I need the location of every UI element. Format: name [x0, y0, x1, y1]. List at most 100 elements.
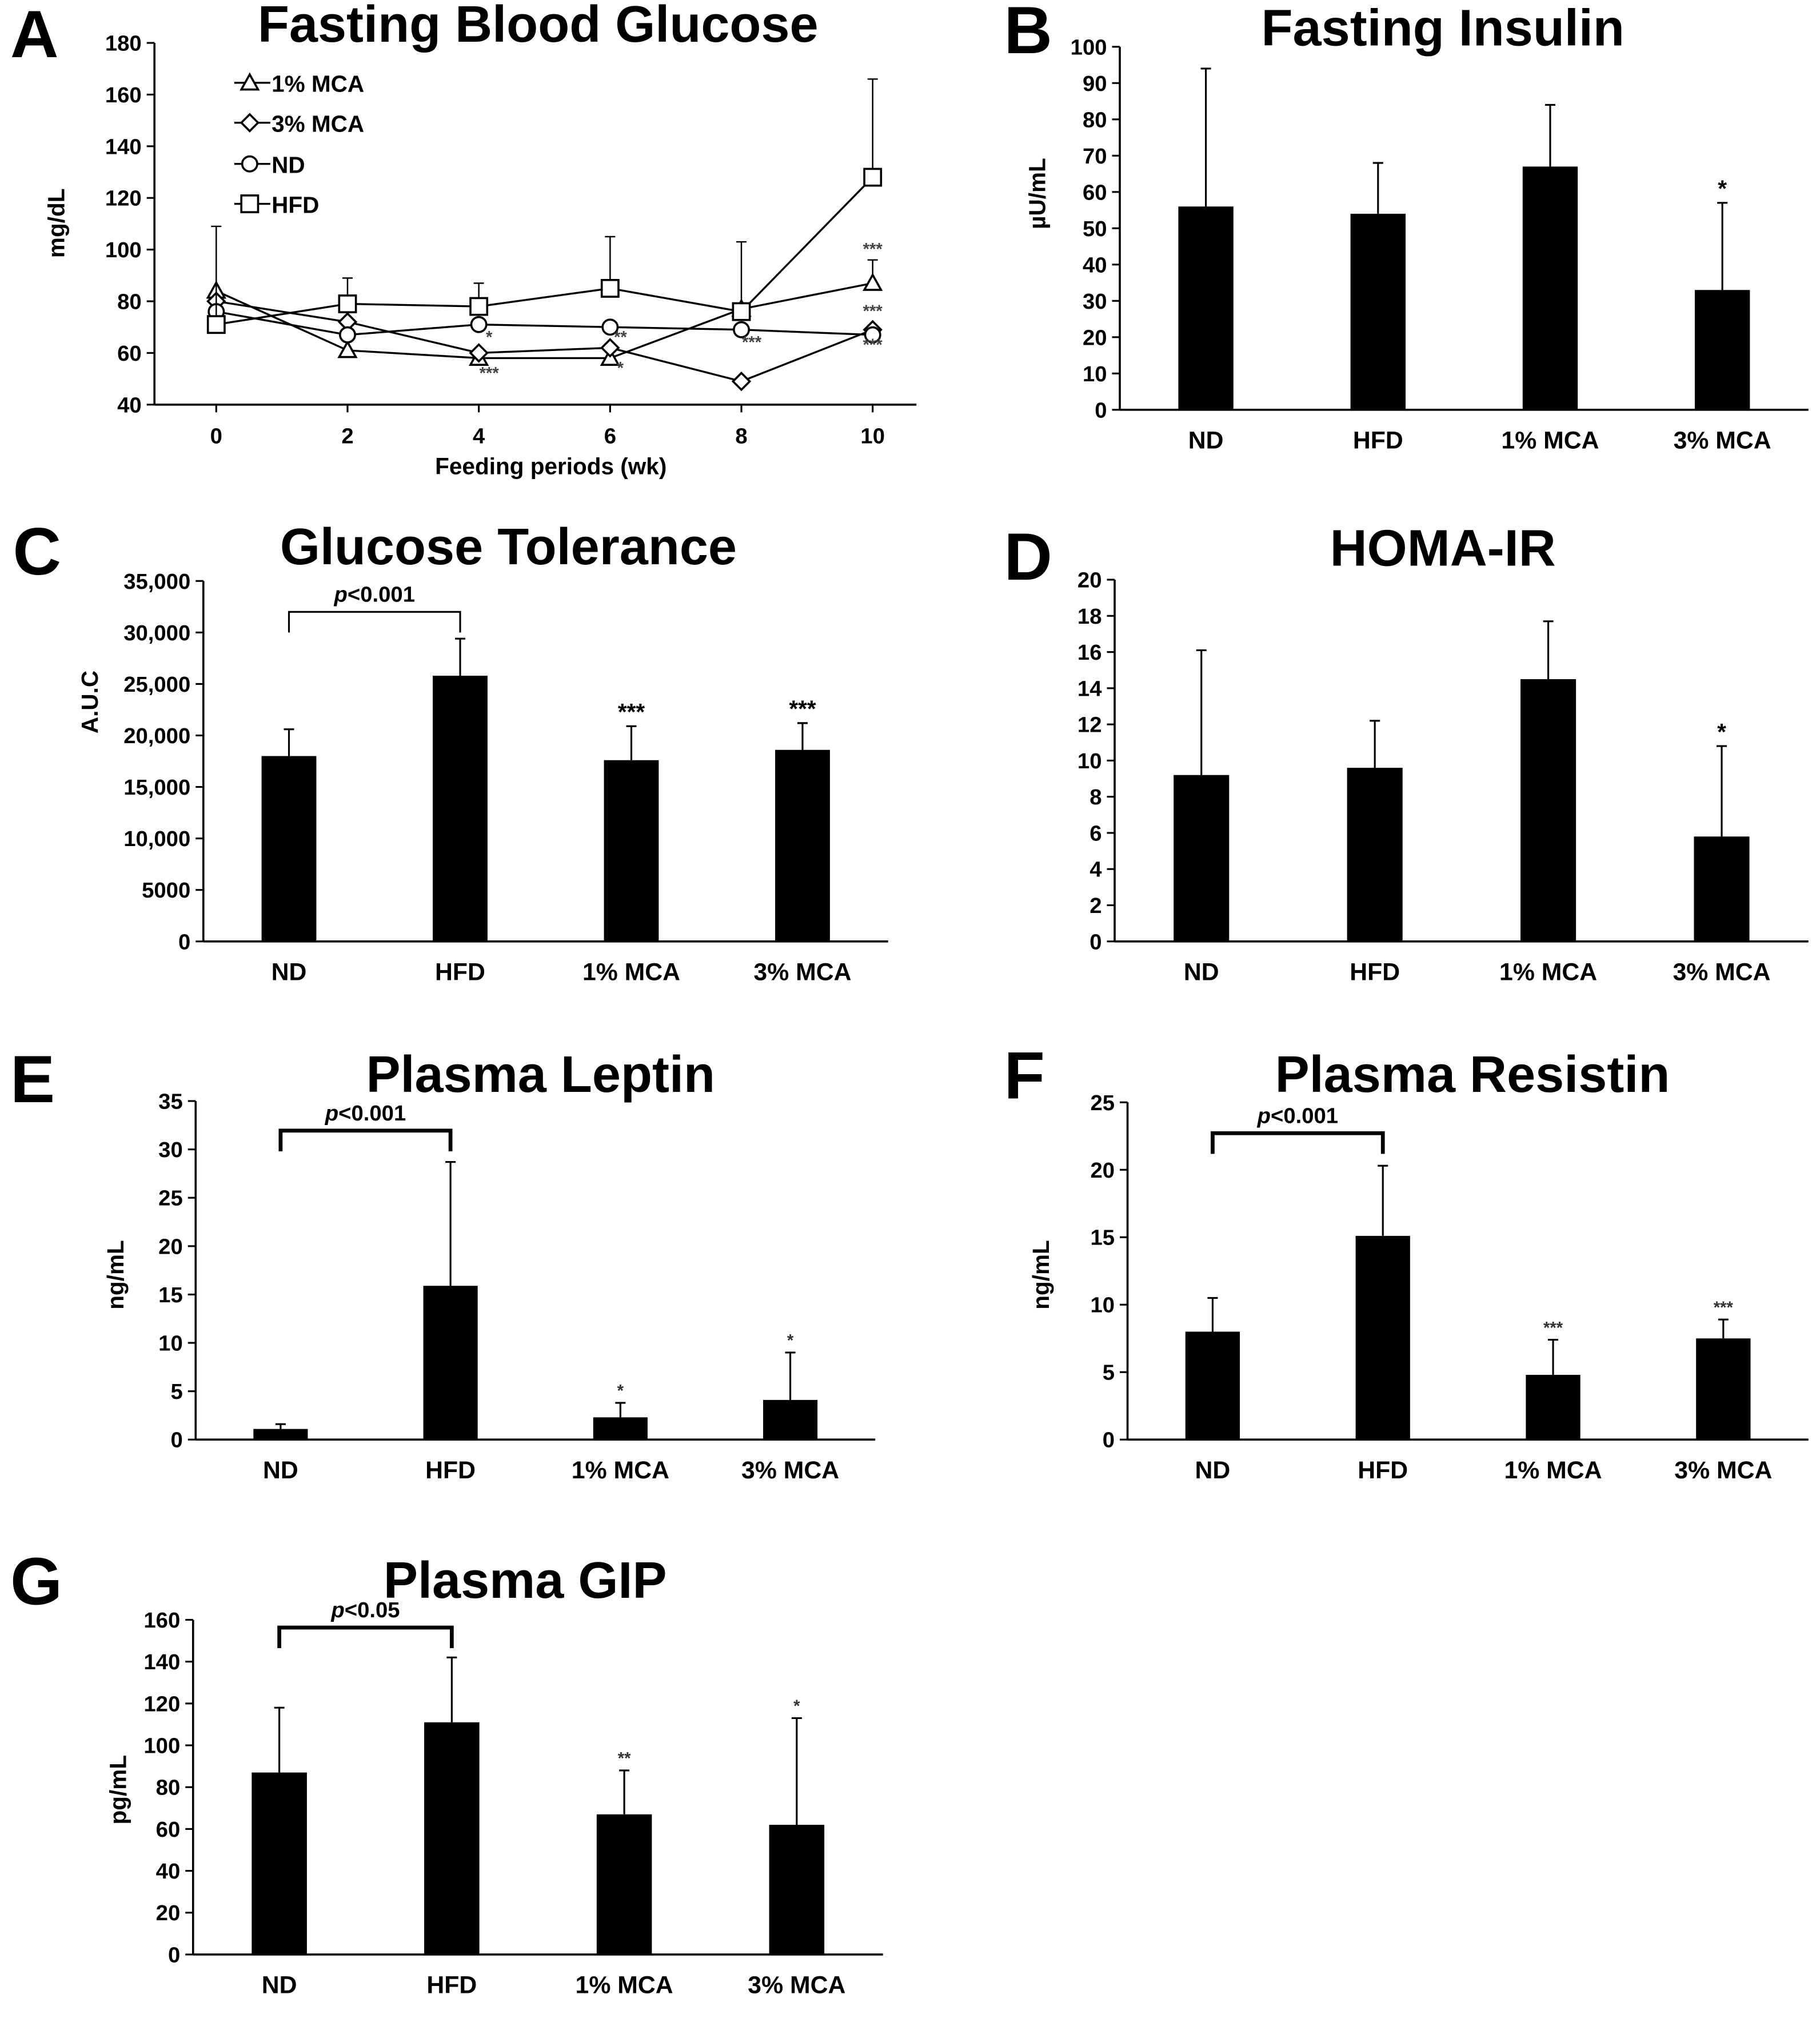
- x-category-label: 1% MCA: [576, 1971, 673, 1999]
- x-category-label: 1% MCA: [1504, 1457, 1602, 1484]
- bracket-label: p<0.001: [1257, 1103, 1338, 1128]
- bar: [1178, 206, 1234, 410]
- marker-circle: [470, 316, 488, 333]
- bar: [1520, 679, 1576, 942]
- y-tick-label: 90: [1083, 71, 1107, 96]
- y-tick-label: 60: [117, 341, 142, 366]
- bar: [604, 760, 659, 942]
- y-tick-label: 10: [158, 1331, 183, 1356]
- y-tick-label: 0: [1095, 398, 1107, 422]
- x-category-label: ND: [1184, 958, 1219, 986]
- significance-mark: ***: [742, 333, 762, 352]
- bar: [769, 1825, 825, 1955]
- panel-letter: A: [10, 0, 59, 71]
- chart-title: Plasma Resistin: [1275, 1046, 1670, 1103]
- x-category-label: HFD: [435, 958, 485, 986]
- y-tick-label: 14: [1077, 676, 1102, 701]
- bar: [1185, 1331, 1240, 1440]
- bar: [1694, 290, 1750, 410]
- y-tick-label: 35,000: [123, 569, 190, 594]
- panel-d: D HOMA-IR 0 2 4 6 8 10 12 14 16 18 20 ND HFD 1% MCA 3% M…: [1004, 519, 1809, 986]
- marker-circle: [601, 318, 619, 336]
- x-category-label: 3% MCA: [748, 1971, 845, 1999]
- significance-mark: ***: [863, 336, 883, 354]
- significance-mark: ***: [863, 241, 883, 259]
- y-tick-label: 180: [105, 31, 142, 56]
- series-line: [215, 282, 873, 360]
- legend-label: 3% MCA: [272, 110, 364, 137]
- x-tick-label: 10: [860, 424, 885, 448]
- y-tick-label: 6: [1089, 821, 1101, 846]
- y-tick-label: 12: [1077, 713, 1102, 737]
- marker-square: [863, 167, 883, 187]
- y-tick-label: 40: [117, 393, 142, 417]
- marker-diamond: [731, 371, 752, 392]
- bracket-label: p<0.001: [325, 1101, 406, 1126]
- x-axis-label: Feeding periods (wk): [435, 453, 666, 479]
- y-axis-label: µU/mL: [1024, 158, 1050, 229]
- y-axis-label: mg/dL: [43, 189, 70, 258]
- y-tick-label: 5: [1103, 1361, 1115, 1385]
- y-tick-label: 20: [1083, 325, 1107, 350]
- y-tick-label: 20: [1090, 1158, 1115, 1183]
- marker-circle: [241, 155, 258, 173]
- marker-circle: [864, 326, 881, 344]
- x-category-label: ND: [263, 1457, 298, 1484]
- marker-square: [732, 302, 751, 321]
- bar: [1522, 166, 1578, 410]
- y-tick-label: 140: [143, 1650, 180, 1674]
- significance-bracket: [288, 611, 461, 633]
- y-tick-label: 0: [168, 1943, 180, 1967]
- marker-triangle: [863, 273, 883, 291]
- significance-mark: *: [787, 1332, 794, 1350]
- y-tick-label: 80: [156, 1776, 181, 1800]
- x-category-label: ND: [1188, 426, 1224, 454]
- bar: [252, 1772, 307, 1955]
- y-tick-label: 10,000: [123, 827, 190, 851]
- marker-diamond: [600, 338, 620, 358]
- bar: [1174, 775, 1230, 942]
- y-axis-label: ng/mL: [1028, 1240, 1054, 1310]
- significance-mark: *: [793, 1697, 800, 1716]
- y-tick-label: 120: [143, 1692, 180, 1716]
- x-category-label: 3% MCA: [1674, 1457, 1772, 1484]
- series-square: [206, 78, 883, 334]
- significance-mark: **: [618, 1750, 631, 1768]
- marker-circle: [733, 321, 750, 338]
- y-tick-label: 0: [1103, 1428, 1115, 1453]
- y-tick-label: 60: [1083, 180, 1107, 205]
- y-tick-label: 2: [1089, 894, 1101, 918]
- x-tick-label: 0: [210, 424, 222, 448]
- y-tick-label: 10: [1077, 749, 1102, 773]
- panel-g: G Plasma GIP 0 20 40 60 80 100 120 140 160 pg/mL ND H…: [10, 1544, 883, 1999]
- significance-mark: ***: [789, 696, 816, 722]
- series-line: [216, 300, 873, 382]
- significance-mark: ***: [480, 365, 500, 383]
- chart-title: HOMA-IR: [1330, 519, 1556, 577]
- y-tick-label: 20: [1077, 568, 1102, 593]
- y-tick-label: 25: [158, 1186, 183, 1211]
- legend-label: HFD: [272, 192, 319, 218]
- x-category-label: ND: [272, 958, 307, 986]
- y-axis-label: pg/mL: [105, 1755, 131, 1825]
- bar: [433, 676, 488, 942]
- y-tick-label: 5000: [142, 878, 190, 903]
- x-tick-label: 6: [604, 424, 616, 448]
- y-tick-label: 60: [156, 1817, 181, 1842]
- y-tick-label: 20,000: [123, 724, 190, 748]
- x-category-label: 3% MCA: [753, 958, 851, 986]
- series-triangle: [206, 259, 883, 366]
- y-axis-label: A.U.C: [77, 671, 103, 733]
- x-category-label: HFD: [1358, 1457, 1408, 1484]
- y-tick-label: 0: [170, 1428, 182, 1453]
- x-category-label: HFD: [1353, 426, 1403, 454]
- legend-label: 1% MCA: [272, 71, 364, 97]
- y-tick-label: 100: [143, 1734, 180, 1758]
- y-tick-label: 15: [1090, 1226, 1115, 1250]
- significance-mark: *: [617, 1382, 624, 1401]
- y-tick-label: 25,000: [123, 672, 190, 697]
- y-tick-label: 8: [1089, 785, 1101, 809]
- panel-a: A Fasting Blood Glucose406080100120140160…: [10, 0, 917, 479]
- y-tick-label: 80: [117, 290, 142, 314]
